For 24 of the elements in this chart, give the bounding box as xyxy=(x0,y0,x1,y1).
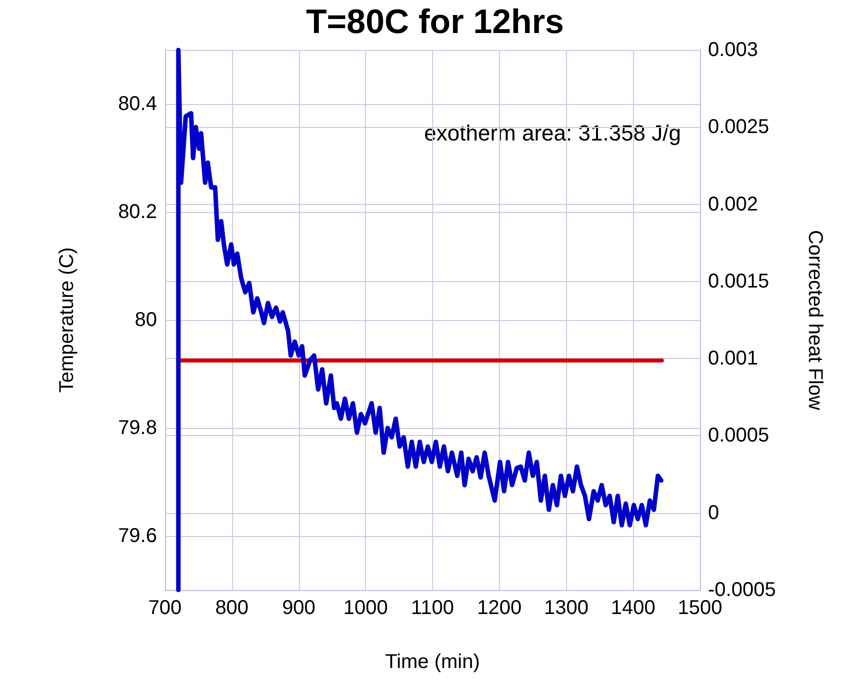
x-tick-label: 1400 xyxy=(610,597,656,619)
y2-tick-label: 0.0005 xyxy=(708,424,770,447)
y2-tick-label: 0.002 xyxy=(708,193,758,216)
x-axis-title: Time (min) xyxy=(385,651,480,673)
y-tick-label: 79.8 xyxy=(118,417,157,439)
x-tick-label: 700 xyxy=(148,597,182,619)
y2-tick-label: 0.0025 xyxy=(708,116,770,138)
x-tick-label: 1200 xyxy=(477,597,522,619)
x-tick-label: 800 xyxy=(215,597,249,619)
x-tick-label: 1100 xyxy=(410,597,454,619)
y-axis-title: Temperature (C) xyxy=(56,247,78,393)
y-tick-label: 80.2 xyxy=(118,201,157,223)
y-tick-label: 80 xyxy=(134,309,157,331)
x-tick-label: 900 xyxy=(282,597,316,619)
y2-tick-label: 0 xyxy=(708,502,720,524)
y2-tick-label: 0.0015 xyxy=(708,270,770,292)
y-tick-label: 79.6 xyxy=(118,525,157,547)
y-tick-label: 80.4 xyxy=(118,93,157,115)
x-tick-label: 1300 xyxy=(544,597,588,619)
y2-axis-title: Corrected heat Flow xyxy=(804,230,826,411)
chart-title: T=80C for 12hrs xyxy=(306,3,564,41)
y2-tick-label: 0.001 xyxy=(708,348,758,370)
y2-tick-label: 0.003 xyxy=(708,39,758,61)
x-tick-label: 1000 xyxy=(343,597,388,619)
